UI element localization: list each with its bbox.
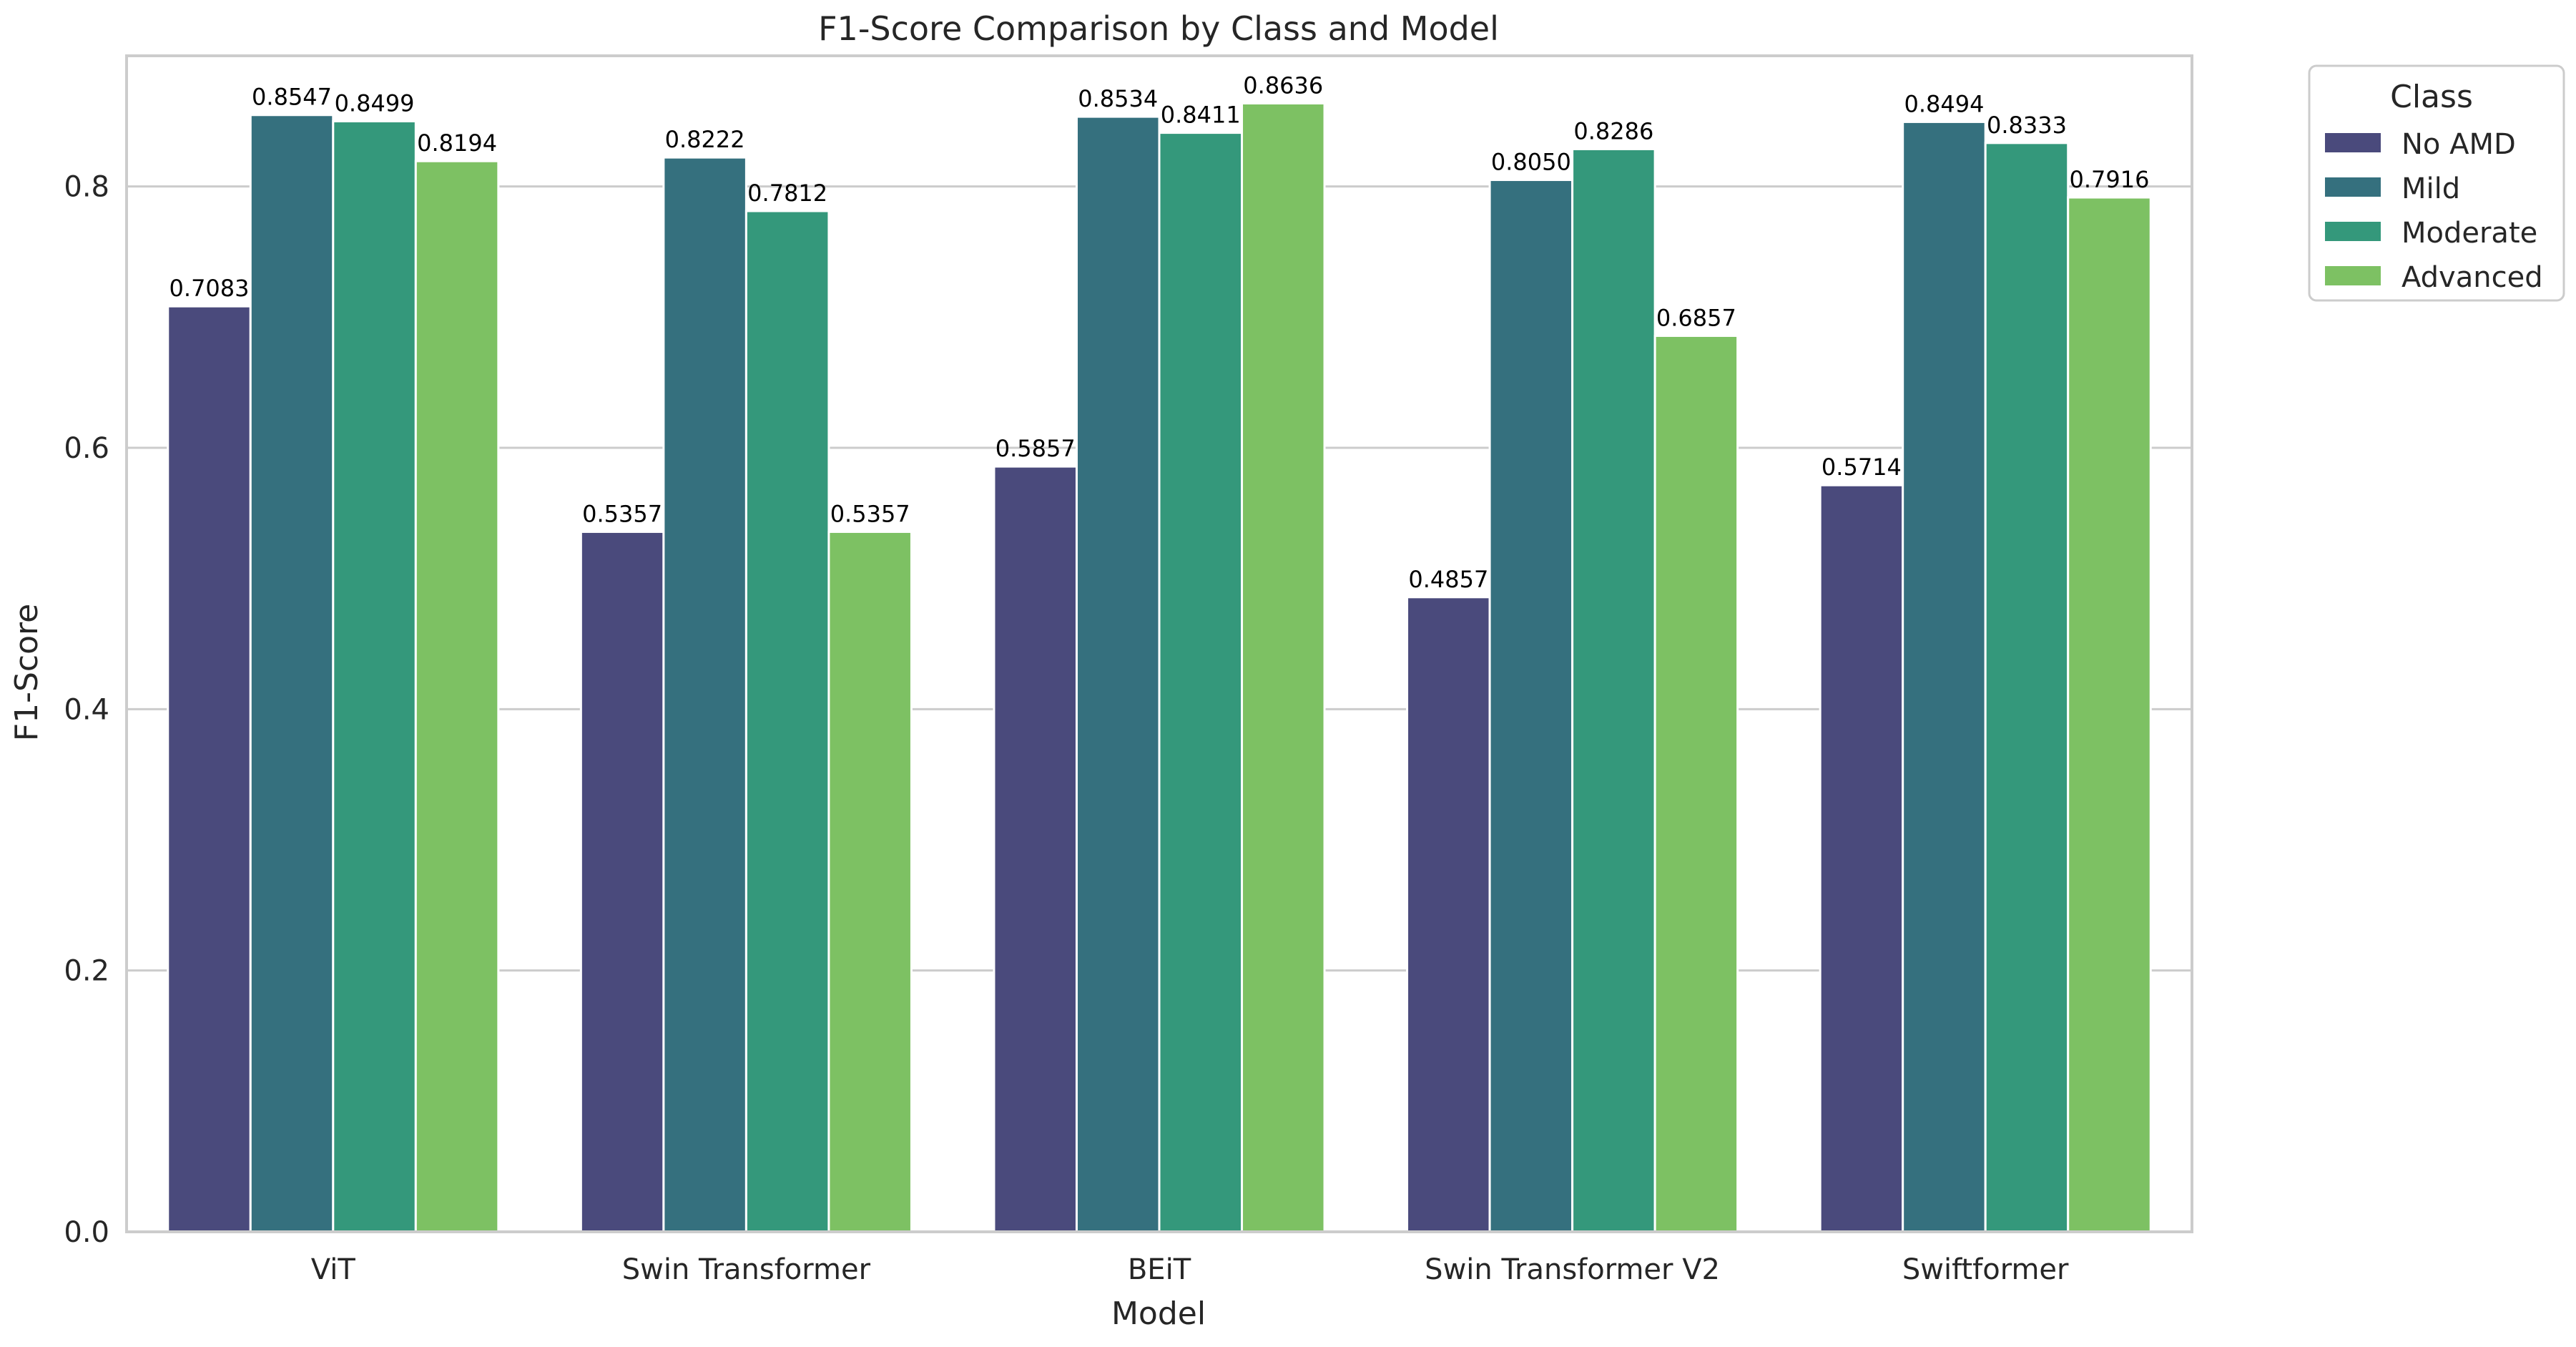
legend-label: Mild: [2402, 172, 2460, 205]
y-tick-label: 0.8: [64, 171, 109, 204]
bar-value-label: 0.4857: [1408, 566, 1488, 593]
y-tick-label: 0.2: [64, 955, 109, 988]
legend-label: Moderate: [2402, 217, 2537, 250]
bar-value-label: 0.5357: [830, 500, 910, 527]
bar: [1653, 334, 1739, 1233]
x-tick-label: Swin Transformer V2: [1425, 1253, 1720, 1286]
x-axis-label: Model: [1111, 1295, 1206, 1332]
legend-swatch: [2324, 132, 2382, 154]
bar: [1984, 142, 2070, 1233]
bar-value-label: 0.8194: [417, 129, 497, 157]
legend-items: No AMD Mild Moderate Advanced: [2324, 128, 2543, 294]
bar: [827, 530, 913, 1233]
bar-value-label: 0.7812: [747, 180, 827, 207]
bar: [414, 160, 500, 1233]
x-tick-label: ViT: [311, 1253, 356, 1286]
bar-value-label: 0.7916: [2069, 166, 2149, 193]
bar: [662, 156, 747, 1233]
legend-swatch: [2324, 220, 2382, 243]
x-tick-label: BEiT: [1128, 1253, 1191, 1286]
bar: [1902, 120, 1987, 1233]
bars: [167, 102, 2152, 1233]
y-tick-label: 0.0: [64, 1216, 109, 1249]
x-tick-label: Swin Transformer: [622, 1253, 871, 1286]
bar: [1571, 147, 1656, 1233]
y-axis-ticks: 0.0 0.2 0.4 0.6 0.8: [64, 171, 109, 1249]
bar-value-label: 0.8286: [1573, 117, 1653, 145]
y-axis-label: F1-Score: [9, 604, 45, 741]
bar-value-label: 0.5857: [996, 435, 1076, 462]
bar-value-label: 0.5357: [582, 500, 662, 527]
bar: [249, 114, 335, 1233]
bar-value-label: 0.8499: [335, 90, 415, 117]
bar: [1488, 179, 1574, 1233]
bar-value-label: 0.6857: [1656, 304, 1736, 331]
bar: [1075, 115, 1161, 1233]
bar: [332, 120, 417, 1233]
bar-value-label: 0.8222: [665, 126, 745, 153]
bar: [1158, 132, 1244, 1233]
bar: [579, 530, 665, 1233]
bar-value-label: 0.8534: [1078, 85, 1158, 112]
y-tick-label: 0.4: [64, 693, 109, 726]
bar: [2067, 196, 2152, 1233]
bar: [744, 210, 830, 1233]
bar-value-label: 0.8411: [1161, 102, 1241, 129]
bar-value-label: 0.8494: [1904, 90, 1984, 117]
bar-value-label: 0.8636: [1243, 72, 1323, 99]
y-tick-label: 0.6: [64, 432, 109, 465]
plot-frame: [125, 54, 2193, 1233]
bar: [1819, 484, 1904, 1233]
bar: [993, 465, 1078, 1233]
legend-label: No AMD: [2402, 128, 2516, 161]
bar: [1241, 102, 1326, 1233]
bar: [167, 305, 252, 1233]
bar-value-label: 0.7083: [169, 275, 250, 302]
legend-label: Advanced: [2402, 261, 2543, 294]
legend-swatch: [2324, 265, 2382, 287]
bar-value-label: 0.8547: [252, 84, 332, 111]
legend: Class No AMD Mild Moderate Advanced: [2308, 64, 2565, 302]
x-tick-label: Swiftformer: [1902, 1253, 2069, 1286]
bar-value-label: 0.5714: [1822, 454, 1902, 481]
chart-title: F1-Score Comparison by Class and Model: [818, 9, 1499, 48]
bar: [1406, 596, 1491, 1233]
legend-title: Class: [2390, 79, 2473, 115]
bar-value-label: 0.8050: [1491, 149, 1571, 176]
x-axis-ticks: ViT Swin Transformer BEiT Swin Transformer …: [311, 1253, 2069, 1286]
bar-value-label: 0.8333: [1987, 112, 2067, 139]
legend-swatch: [2324, 176, 2382, 198]
